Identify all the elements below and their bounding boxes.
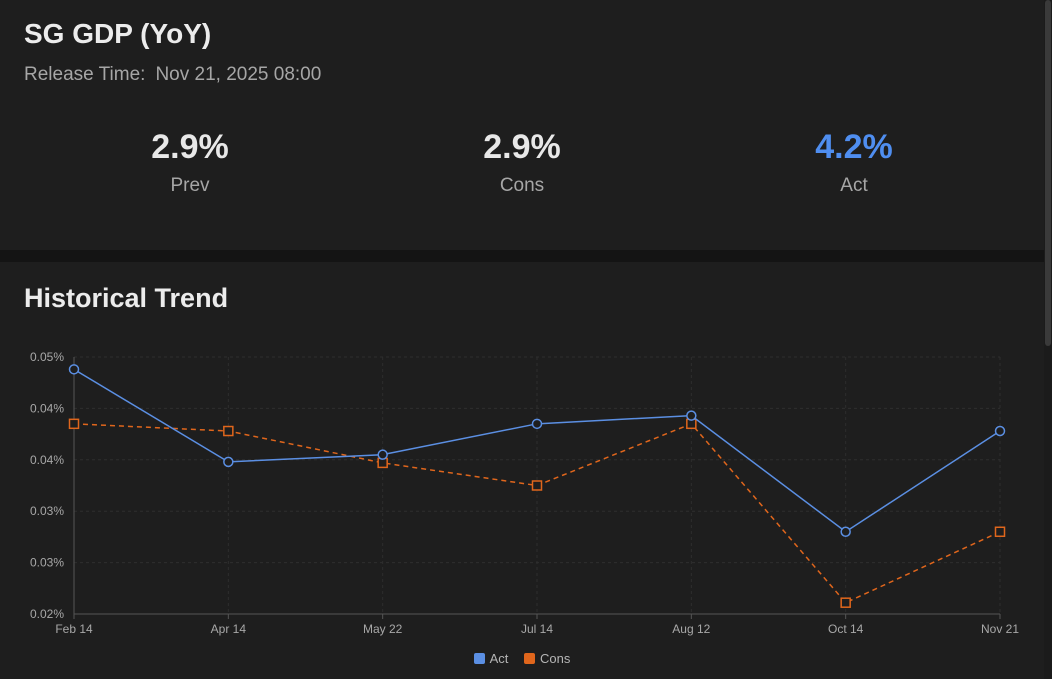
- y-tick-label: 0.03%: [30, 504, 64, 518]
- y-tick-label: 0.04%: [30, 453, 64, 467]
- release-time-value: Nov 21, 2025 08:00: [155, 64, 322, 85]
- x-tick-label: Feb 14: [55, 622, 93, 636]
- data-point-act: [377, 449, 388, 460]
- data-point-cons: [68, 418, 80, 430]
- chart-legend: Act Cons: [0, 651, 1044, 667]
- legend-label-act: Act: [489, 651, 509, 666]
- y-tick-label: 0.02%: [30, 607, 64, 621]
- data-point-cons: [531, 480, 543, 491]
- stat-act-value: 4.2%: [815, 128, 893, 166]
- section-divider: [0, 250, 1044, 262]
- stat-act: 4.2% Act: [754, 128, 954, 197]
- release-time-label: Release Time:: [24, 64, 146, 85]
- data-point-act: [840, 526, 851, 538]
- trend-chart: 0.02% 0.03% 0.03% 0.04% 0.04% 0.05% Feb 14 Apr …: [30, 350, 1019, 636]
- data-point-cons: [994, 526, 1006, 538]
- y-tick-label: 0.03%: [30, 556, 64, 570]
- stat-act-label: Act: [840, 175, 868, 196]
- x-tick-label: Aug 12: [672, 622, 710, 636]
- y-tick-label: 0.05%: [30, 350, 64, 364]
- x-tick-label: Jul 14: [521, 622, 553, 636]
- scrollbar[interactable]: [1044, 0, 1052, 679]
- legend-swatch-cons: [524, 653, 536, 664]
- trend-card: [0, 262, 1044, 679]
- x-tick-label: Apr 14: [211, 622, 247, 636]
- data-point-cons: [840, 597, 851, 608]
- legend-swatch-act: [473, 653, 485, 664]
- legend-label-cons: Cons: [540, 651, 571, 666]
- scrollbar-thumb[interactable]: [1045, 0, 1051, 346]
- legend-item-cons[interactable]: Cons: [524, 651, 570, 666]
- stat-cons-label: Cons: [499, 175, 545, 196]
- stat-prev-value: 2.9%: [151, 128, 229, 166]
- stat-prev-label: Prev: [170, 175, 210, 196]
- stat-prev: 2.9% Prev: [90, 128, 290, 197]
- x-tick-label: Oct 14: [828, 622, 864, 636]
- section-title: Historical Trend: [24, 283, 229, 313]
- stat-cons: 2.9% Cons: [422, 128, 622, 197]
- page-title: SG GDP (YoY): [24, 18, 212, 49]
- x-tick-label: Nov 21: [981, 622, 1019, 636]
- data-point-act: [223, 456, 234, 468]
- y-tick-label: 0.04%: [30, 401, 64, 415]
- data-point-act: [531, 418, 543, 430]
- data-point-act: [68, 364, 80, 375]
- data-point-act: [994, 425, 1006, 437]
- data-point-cons: [223, 425, 234, 437]
- stat-cons-value: 2.9%: [483, 128, 561, 166]
- data-point-act: [686, 410, 697, 421]
- legend-item-act[interactable]: Act: [473, 651, 509, 666]
- summary-card: [0, 0, 1044, 250]
- x-tick-label: May 22: [363, 622, 403, 636]
- release-time: Release Time: Nov 21, 2025 08:00: [24, 64, 321, 86]
